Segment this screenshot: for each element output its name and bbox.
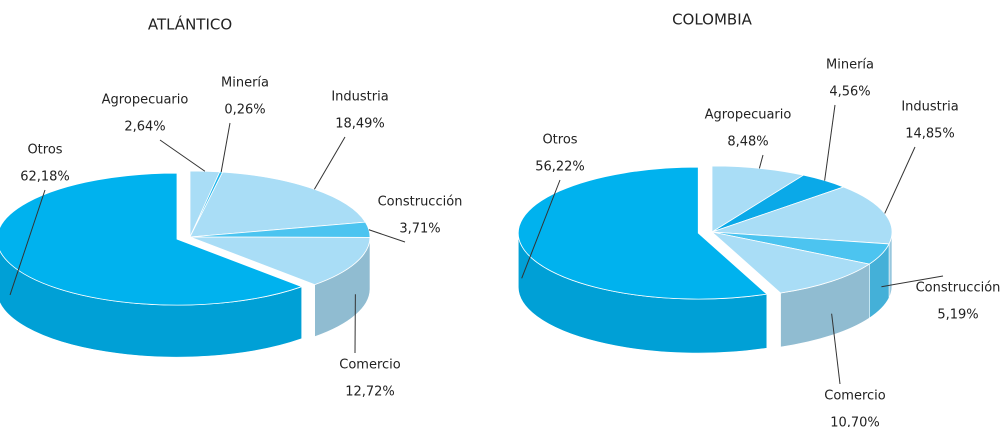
slice-label: Minería (221, 76, 269, 91)
slice-value-label: 12,72% (345, 385, 395, 400)
slice-label: Comercio (824, 389, 886, 404)
slice-value-label: 2,64% (124, 120, 165, 135)
slice (517, 166, 768, 300)
slice-label: Agropecuario (705, 108, 792, 123)
slice-value-label: 10,70% (830, 416, 880, 427)
slice-label: Comercio (339, 358, 401, 373)
slice (0, 172, 303, 306)
slice-value-label: 3,71% (399, 222, 440, 237)
slice (710, 231, 871, 294)
slice-label: Agropecuario (102, 93, 189, 108)
slice-label: Minería (826, 58, 874, 73)
slice-label: Otros (27, 143, 62, 158)
slice-value-label: 4,56% (829, 85, 870, 100)
slice-value-label: 56,22% (535, 160, 585, 175)
slice-value-label: 18,49% (335, 117, 385, 132)
slice-label: Industria (901, 100, 958, 115)
pie-tops (517, 165, 893, 300)
pie-sides (517, 231, 893, 354)
slice-label: Industria (331, 90, 388, 105)
leader-line (313, 136, 346, 190)
leader-line (831, 313, 841, 385)
pie (0, 170, 371, 358)
leader-line (159, 139, 206, 172)
leader-line (758, 154, 764, 169)
slice-value-label: 8,48% (727, 135, 768, 150)
leader-line (824, 104, 836, 181)
leader-line (521, 179, 561, 279)
chart-title: COLOMBIA (672, 11, 753, 29)
slice-label: Construcción (916, 281, 1001, 296)
slice-value-label: 62,18% (20, 170, 70, 185)
slice (189, 236, 371, 286)
slice (189, 171, 367, 238)
leader-line (881, 275, 944, 288)
pie (517, 165, 893, 354)
chart-title: ATLÁNTICO (148, 15, 232, 34)
slice-label: Construcción (378, 195, 463, 210)
slice-value-label: 5,19% (937, 308, 978, 323)
slice-value-label: 0,26% (224, 103, 265, 118)
slice (711, 165, 805, 233)
pie-tops (0, 170, 371, 306)
leader-line (9, 189, 46, 296)
slice-value-label: 14,85% (905, 127, 955, 142)
leader-line (368, 229, 406, 243)
leader-line (884, 146, 916, 214)
leader-line (220, 122, 231, 173)
slice-label: Otros (542, 133, 577, 148)
